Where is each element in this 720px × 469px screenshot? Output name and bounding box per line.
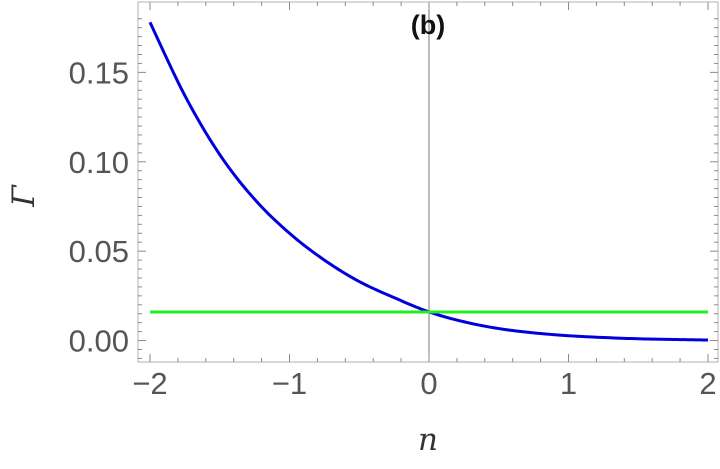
x-tick-label: 0 [420,366,437,401]
x-axis-title: n [418,422,438,458]
x-tick-label: 2 [699,366,716,401]
y-tick-label: 0.10 [69,145,129,180]
x-tick-label: −1 [272,366,307,401]
x-tick-label: −2 [132,366,167,401]
y-axis-title: Γ [6,184,42,208]
y-tick-label: 0.00 [69,324,129,359]
plot-frame [137,1,719,363]
x-tick-label: 1 [560,366,577,401]
y-tick-label: 0.05 [69,234,129,269]
y-tick-label: 0.15 [69,55,129,90]
chart-title: (b) [411,10,445,40]
